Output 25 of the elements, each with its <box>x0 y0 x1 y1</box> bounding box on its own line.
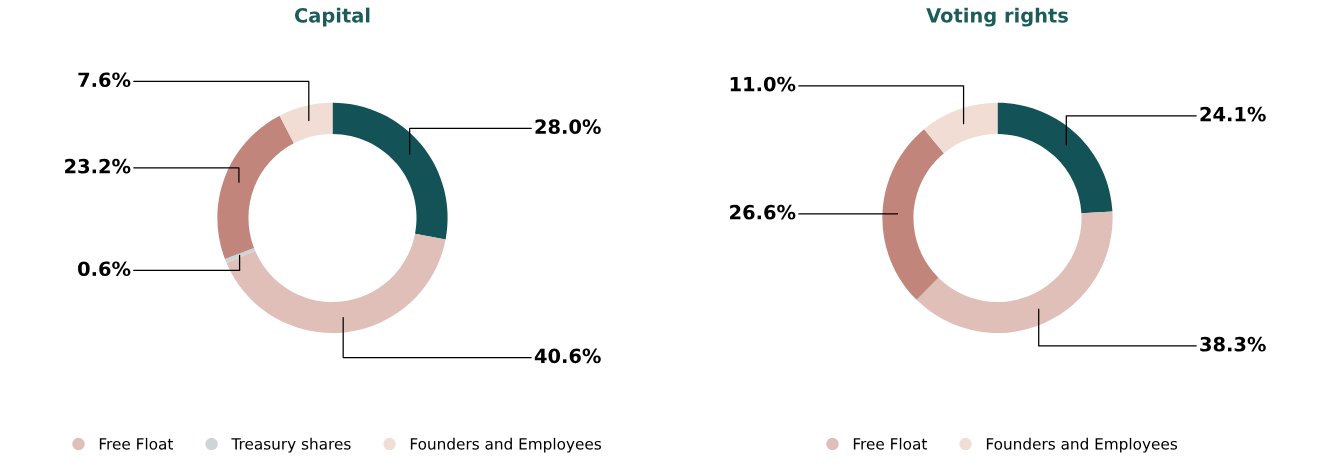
donut-slice <box>279 102 333 144</box>
legend-label: Founders and Employees <box>410 437 602 453</box>
donut-slice <box>924 102 998 154</box>
data-label: 24.1% <box>1200 106 1266 122</box>
data-label: 28.0% <box>535 119 601 135</box>
data-label: 26.6% <box>730 204 796 220</box>
data-label: 11.0% <box>730 76 796 92</box>
data-label: 7.6% <box>78 72 131 88</box>
legend-label: Free Float <box>853 437 927 450</box>
chart-title: Capital <box>294 7 370 27</box>
data-label: 23.2% <box>65 158 131 174</box>
legend-label: Free Float <box>99 437 174 450</box>
data-label: 38.3% <box>1200 336 1266 352</box>
donut-slice <box>224 247 256 263</box>
legend-label: Founders and Employees <box>986 437 1178 453</box>
legend-label: Treasury shares <box>231 437 351 453</box>
donut-slice <box>916 211 1113 334</box>
data-label: 40.6% <box>534 348 601 364</box>
donut-slice <box>997 102 1113 214</box>
donut-slice <box>332 102 448 240</box>
data-label: 0.6% <box>78 261 131 277</box>
donut-slice <box>882 129 944 300</box>
donut-slice <box>226 233 446 334</box>
chart-title: Voting rights <box>926 7 1068 27</box>
donut-slice <box>217 115 294 259</box>
